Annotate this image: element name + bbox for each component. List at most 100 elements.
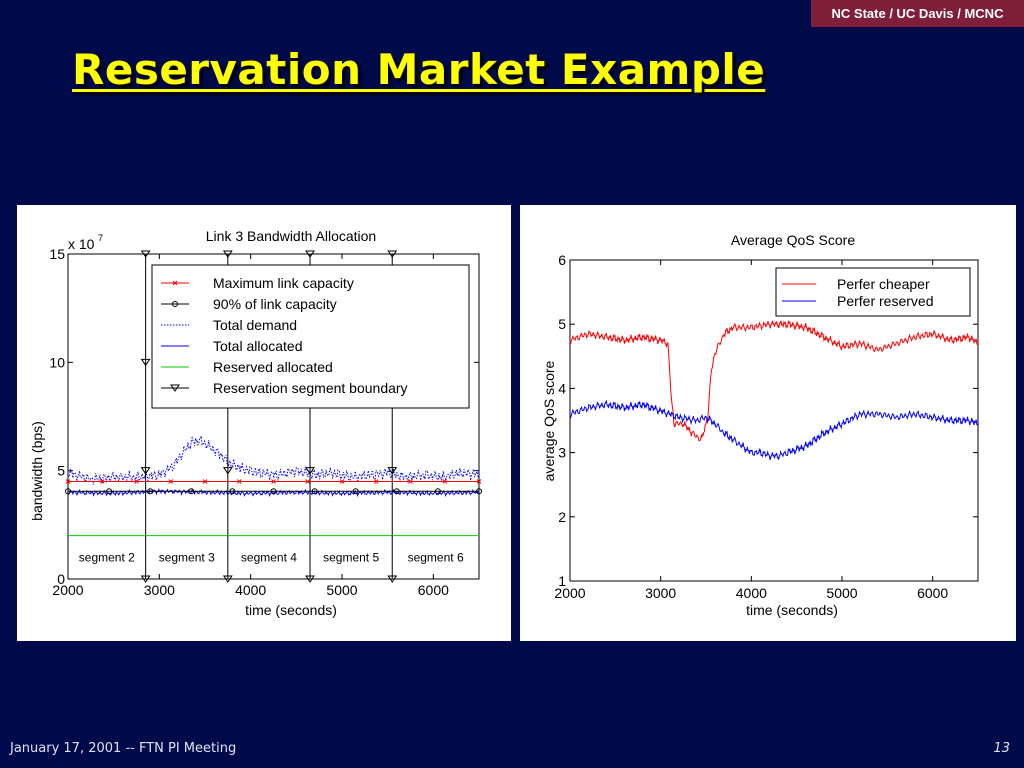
plot-area — [569, 259, 979, 582]
chart-title: Link 3 Bandwidth Allocation — [206, 228, 376, 244]
y-axis-label: average QoS score — [541, 360, 557, 481]
legend-box — [151, 264, 470, 409]
capacity-marker — [442, 479, 448, 484]
plot-frame — [67, 253, 480, 580]
y-tick-label: 0 — [57, 571, 65, 587]
chart-title: Average QoS Score — [731, 232, 855, 248]
x-tick-label: 4000 — [736, 585, 767, 601]
x-tick-label: 2000 — [52, 582, 83, 598]
ninety-pct-marker — [393, 488, 400, 495]
capacity-marker — [99, 479, 105, 484]
x-tick-label: 6000 — [418, 582, 449, 598]
ninety-pct-marker — [270, 488, 277, 495]
capacity-marker — [476, 479, 482, 484]
capacity-marker — [65, 479, 71, 484]
y-tick-label: 5 — [57, 463, 65, 479]
ninety-pct-marker — [229, 488, 236, 495]
segment-boundary-marker — [140, 467, 151, 475]
footer-date-meeting: January 17, 2001 -- FTN PI Meeting — [10, 741, 237, 756]
page-number: 13 — [993, 741, 1010, 756]
plot-frame — [569, 259, 979, 582]
segment-boundary-marker — [305, 467, 315, 475]
y-tick-label: 5 — [558, 316, 566, 332]
x-axis-label: time (seconds) — [245, 602, 337, 618]
capacity-marker — [236, 479, 242, 484]
capacity-marker — [271, 479, 276, 484]
ninety-pct-marker — [106, 488, 113, 495]
segment-label: segment 2 — [79, 550, 135, 564]
x-tick-label: 6000 — [917, 585, 948, 601]
segment-boundary-marker — [140, 358, 151, 367]
ninety-pct-marker — [434, 488, 441, 495]
segment-boundary-marker — [387, 575, 398, 583]
legend-label: Reservation segment boundary — [213, 380, 408, 396]
segment-label: segment 5 — [323, 550, 379, 564]
segment-boundary-marker — [387, 250, 398, 258]
ninety-pct-marker — [147, 488, 154, 495]
segment-boundary-marker — [222, 575, 233, 583]
legend-marker — [170, 384, 180, 392]
chart-legend: Maximum link capacity 90% of link capacit… — [151, 264, 470, 409]
capacity-marker — [373, 479, 379, 484]
ninety-pct-marker — [352, 488, 359, 495]
legend-label: Perfer cheaper — [837, 276, 930, 292]
legend-label: Reserved allocated — [213, 359, 333, 375]
segment-label: segment 3 — [159, 550, 215, 564]
qos-chart: Average QoS Score time (seconds) average… — [541, 232, 979, 618]
y-tick-label: 2 — [558, 509, 566, 525]
legend-label: Total demand — [213, 317, 297, 333]
series-prefer-cheaper — [569, 319, 979, 442]
capacity-marker — [202, 479, 208, 484]
capacity-marker — [408, 479, 413, 484]
y-tick-label: 4 — [558, 380, 566, 396]
capacity-marker — [339, 479, 345, 484]
ninety-pct-marker — [476, 488, 482, 495]
legend-marker — [172, 280, 178, 286]
capacity-marker — [305, 479, 311, 484]
y-exponent-power: 7 — [98, 233, 103, 243]
capacity-marker — [134, 479, 139, 484]
y-axis-label: bandwidth (bps) — [29, 421, 45, 521]
y-exponent-label: x 10 — [68, 236, 95, 252]
y-tick-label: 3 — [558, 445, 566, 461]
y-tick-label: 15 — [49, 246, 65, 262]
capacity-marker — [168, 479, 174, 484]
legend-label: Total allocated — [213, 338, 303, 354]
segment-boundary-marker — [222, 467, 233, 475]
bandwidth-chart: Link 3 Bandwidth Allocation x 10 7 time … — [29, 228, 482, 618]
x-tick-label: 5000 — [326, 582, 357, 598]
y-tick-label: 1 — [558, 573, 566, 589]
series-total-demand — [67, 434, 480, 485]
legend-marker — [172, 301, 178, 307]
ninety-pct-marker — [65, 488, 71, 495]
ninety-pct-marker — [311, 488, 318, 495]
legend-label: Perfer reserved — [837, 293, 933, 309]
qos-chart-panel: Average QoS Score time (seconds) average… — [520, 205, 1016, 641]
y-tick-label: 10 — [49, 354, 65, 370]
legend-label: Maximum link capacity — [213, 275, 354, 291]
ninety-pct-marker — [188, 488, 195, 495]
series-prefer-reserved — [569, 400, 979, 461]
y-tick-label: 6 — [558, 252, 566, 268]
segment-boundary-marker — [222, 250, 233, 258]
x-tick-label: 5000 — [826, 585, 857, 601]
legend-box — [775, 267, 971, 317]
segment-boundary-marker — [140, 250, 151, 258]
affiliation-badge: NC State / UC Davis / MCNC — [811, 0, 1024, 27]
segment-boundary-marker — [305, 250, 315, 258]
segment-boundary-marker — [140, 575, 151, 583]
segment-boundary-marker — [387, 467, 398, 475]
bandwidth-chart-panel: Link 3 Bandwidth Allocation x 10 7 time … — [17, 205, 511, 641]
plot-area — [65, 250, 482, 583]
slide-title: Reservation Market Example — [72, 45, 766, 94]
x-tick-label: 3000 — [645, 585, 676, 601]
segment-boundary-marker — [305, 575, 315, 583]
legend-label: 90% of link capacity — [213, 296, 337, 312]
x-axis-label: time (seconds) — [746, 602, 838, 618]
x-tick-label: 2000 — [554, 585, 585, 601]
segment-label: segment 4 — [241, 550, 297, 564]
x-tick-label: 3000 — [144, 582, 175, 598]
series-total-allocated — [67, 487, 480, 498]
x-tick-label: 4000 — [235, 582, 266, 598]
